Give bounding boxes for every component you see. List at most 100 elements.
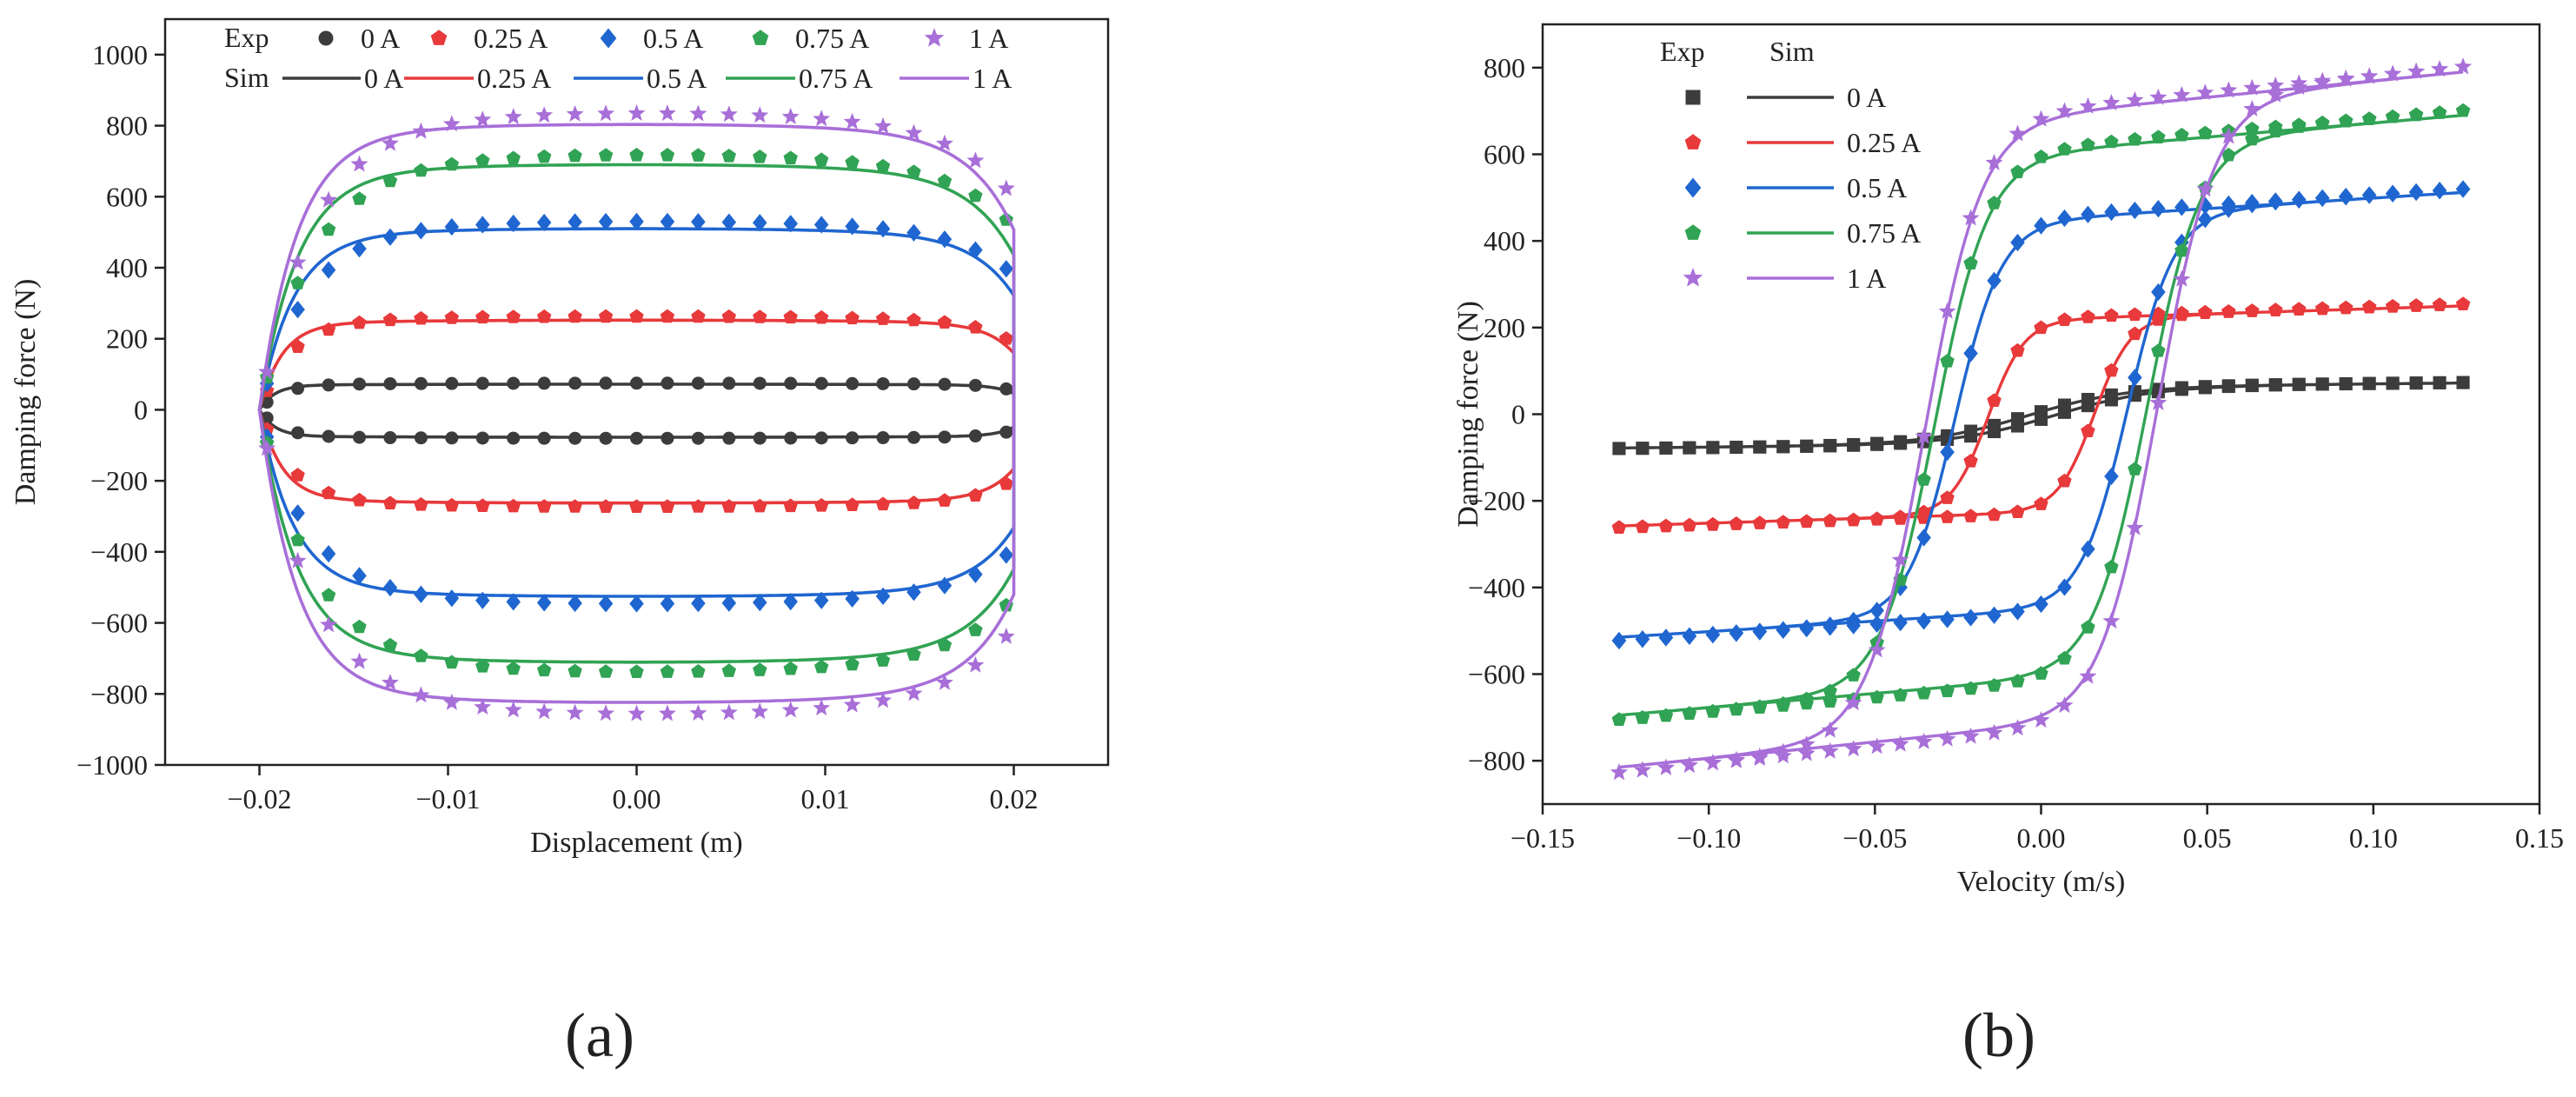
exp-point xyxy=(1729,701,1743,715)
exp-point xyxy=(937,230,953,249)
exp-point xyxy=(2339,300,2354,315)
exp-point xyxy=(383,431,397,445)
y-tick-label: −800 xyxy=(90,678,148,709)
exp-point xyxy=(722,376,736,390)
exp-point xyxy=(382,228,398,246)
exp-point xyxy=(968,488,983,502)
exp-point xyxy=(2104,203,2119,222)
exp-point xyxy=(382,312,398,327)
exp-point xyxy=(475,376,489,390)
exp-point xyxy=(1752,699,1767,714)
exp-point xyxy=(753,662,767,676)
exp-point xyxy=(2386,376,2400,390)
exp-point xyxy=(1683,441,1696,455)
exp-point xyxy=(1891,735,1909,752)
exp-point xyxy=(691,309,706,323)
exp-point xyxy=(875,587,891,605)
exp-point xyxy=(598,148,614,162)
exp-point xyxy=(1705,703,1720,718)
exp-point xyxy=(475,591,490,609)
exp-point xyxy=(1962,209,1980,226)
exp-point xyxy=(537,149,552,163)
exp-point xyxy=(968,429,982,443)
exp-point xyxy=(2339,376,2353,390)
exp-point xyxy=(2315,377,2329,391)
exp-point xyxy=(1869,602,1884,620)
panel-b-series-0-5-A xyxy=(1611,180,2471,650)
exp-point xyxy=(1915,732,1933,749)
exp-point xyxy=(598,499,614,513)
exp-point xyxy=(1869,511,1884,525)
exp-point xyxy=(322,429,335,443)
exp-point xyxy=(1635,519,1650,534)
exp-point xyxy=(291,426,305,440)
exp-point xyxy=(2128,369,2142,387)
exp-point xyxy=(1916,472,1931,486)
exp-point xyxy=(2220,81,2238,98)
exp-point xyxy=(721,213,737,231)
exp-point xyxy=(414,497,428,511)
exp-point xyxy=(289,253,307,270)
exp-point xyxy=(691,431,705,445)
exp-point xyxy=(1658,628,1674,647)
legend-exp-marker xyxy=(600,28,617,49)
exp-point xyxy=(1659,441,1673,455)
exp-point xyxy=(2455,296,2471,310)
exp-point xyxy=(629,499,644,513)
exp-point xyxy=(2268,303,2283,316)
panel-b-series-layer xyxy=(1610,57,2472,781)
exp-point xyxy=(691,664,706,678)
exp-point xyxy=(475,498,490,512)
exp-point xyxy=(2314,71,2332,89)
panel-a-caption: (a) xyxy=(565,1001,634,1070)
exp-point xyxy=(691,213,706,231)
exp-point xyxy=(1611,520,1627,534)
exp-point xyxy=(2008,124,2027,142)
exp-point xyxy=(2196,83,2214,101)
exp-point xyxy=(2220,127,2238,144)
exp-point xyxy=(2102,94,2121,110)
exp-point xyxy=(1940,354,1955,368)
exp-point xyxy=(2151,130,2166,143)
exp-point xyxy=(2174,198,2189,216)
panel-a: −0.02 −0.01 0.00 0.01 0.02 −1000 −800 −600 −400 −… xyxy=(10,17,1110,859)
exp-point xyxy=(2055,102,2074,119)
exp-point xyxy=(321,485,336,500)
panel-b-caption: (b) xyxy=(1962,1001,2035,1070)
exp-point xyxy=(875,158,891,173)
exp-point xyxy=(1963,344,1978,362)
exp-point xyxy=(875,653,891,667)
exp-point xyxy=(999,331,1013,345)
exp-point xyxy=(660,309,675,323)
exp-point xyxy=(2128,131,2142,146)
exp-point xyxy=(414,222,428,240)
exp-point xyxy=(1703,754,1722,770)
exp-point xyxy=(2221,147,2236,162)
y-tick-label: 200 xyxy=(1484,312,1525,343)
exp-point xyxy=(2081,205,2095,223)
exp-point xyxy=(506,309,521,323)
exp-point xyxy=(2151,343,2166,357)
exp-point xyxy=(999,382,1013,396)
y-tick-label: 1000 xyxy=(92,39,148,70)
exp-point xyxy=(784,376,798,390)
legend-sim-label: Sim xyxy=(224,62,269,93)
exp-point xyxy=(753,150,767,163)
legend-exp-label: Exp xyxy=(224,22,269,53)
exp-point xyxy=(2385,184,2400,203)
legend-exp-label: Exp xyxy=(1660,36,1705,67)
exp-point xyxy=(321,322,336,336)
exp-point xyxy=(2126,90,2144,108)
legend-entry-label: 1 A xyxy=(973,63,1012,94)
exp-point xyxy=(720,703,738,721)
exp-point xyxy=(2104,362,2119,377)
exp-point xyxy=(1800,439,1814,453)
exp-point xyxy=(445,376,459,390)
exp-point xyxy=(414,163,428,177)
exp-point xyxy=(1823,438,1837,452)
exp-point xyxy=(442,115,461,132)
exp-point xyxy=(2268,192,2283,210)
exp-point xyxy=(2198,380,2212,394)
exp-point xyxy=(691,595,706,613)
exp-point xyxy=(1821,741,1839,759)
